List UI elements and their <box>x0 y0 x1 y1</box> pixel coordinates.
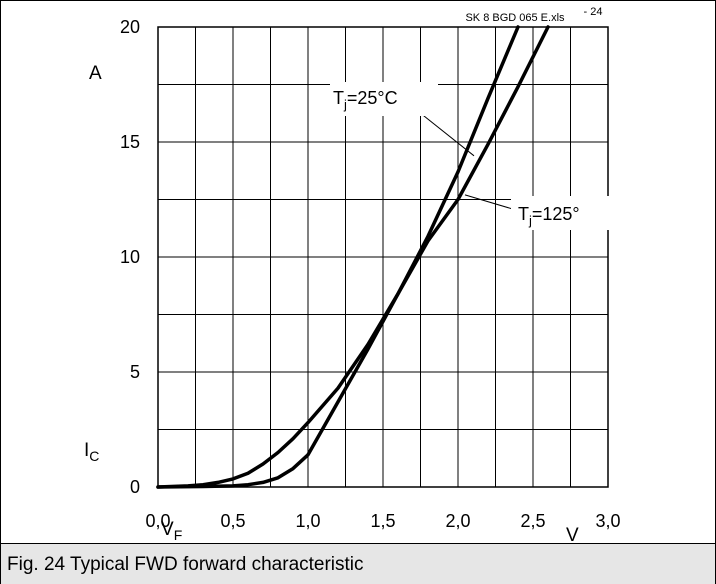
y-unit-label: A <box>89 63 102 84</box>
x-tick-label: 0,5 <box>220 511 245 531</box>
x-tick-label: 1,5 <box>370 511 395 531</box>
x-tick-label: 3,0 <box>595 511 620 531</box>
plot-area-border <box>157 26 609 488</box>
y-tick-label: 0 <box>130 477 140 497</box>
x-tick-label: 2,5 <box>520 511 545 531</box>
x-axis-label: VF <box>161 519 182 542</box>
series-label-leader-1 <box>418 111 475 157</box>
y-tick-label: 10 <box>120 247 140 267</box>
y-tick-label: 20 <box>120 17 140 37</box>
source-file-tag: SK 8 BGD 065 E.xls <box>465 12 565 24</box>
series-curve-1 <box>156 25 520 489</box>
x-tick-label: 1,0 <box>295 511 320 531</box>
series-label-bg-1 <box>330 82 438 116</box>
forward-characteristic-chart: 0 5 10 15 20 0,0 0,5 1,0 1,5 2,0 2,5 3,0 A IC VF V SK 8 … <box>84 6 621 542</box>
figure-caption: Fig. 24 Typical FWD forward characterist… <box>7 554 364 575</box>
y-tick-label: 15 <box>120 132 140 152</box>
series-curve-2 <box>156 25 550 489</box>
series-label-bg-2 <box>511 196 611 230</box>
x-tick-label: 0,0 <box>145 511 170 531</box>
series-label-leader-2 <box>464 194 517 211</box>
y-axis-label: IC <box>84 440 99 464</box>
figure-number-tag: - 24 <box>584 6 603 18</box>
x-tick-label: 2,0 <box>445 511 470 531</box>
caption-bar: Fig. 24 Typical FWD forward characterist… <box>1 543 715 584</box>
y-tick-label: 5 <box>130 362 140 382</box>
x-unit-label: V <box>566 525 579 542</box>
